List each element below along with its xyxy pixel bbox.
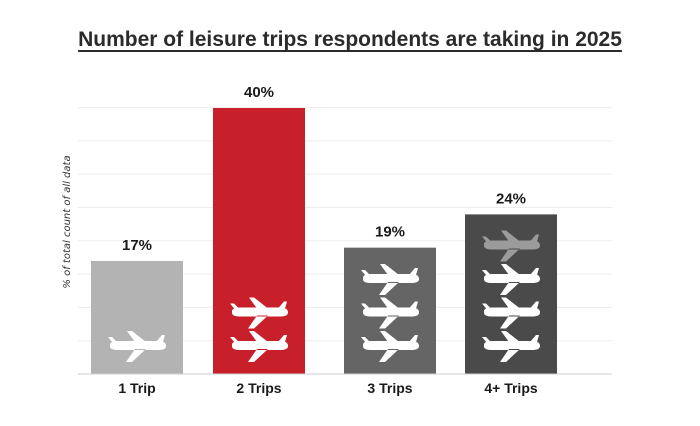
category-label: 2 Trips bbox=[236, 380, 281, 396]
data-label: 24% bbox=[496, 190, 526, 207]
airplane-icon bbox=[482, 230, 540, 262]
airplane-icon bbox=[482, 297, 540, 329]
category-label: 3 Trips bbox=[367, 380, 412, 396]
data-label: 17% bbox=[122, 237, 152, 254]
y-axis-label: % of total count of all data bbox=[62, 155, 73, 288]
bar-group: 19% 3 Trips bbox=[344, 224, 436, 396]
category-label: 1 Trip bbox=[118, 380, 155, 396]
airplane-icon bbox=[230, 297, 288, 329]
airplane-icon bbox=[361, 264, 419, 295]
data-label: 40% bbox=[244, 84, 274, 101]
airplane-icon bbox=[482, 264, 540, 295]
bar-group: 17% 1 Trip bbox=[91, 237, 183, 396]
category-label: 4+ Trips bbox=[484, 380, 538, 396]
airplane-icon bbox=[230, 331, 288, 362]
data-label: 19% bbox=[375, 224, 405, 241]
airplane-icon bbox=[482, 331, 540, 362]
bars: 17% 1 Trip 40% 2 Trips 19% 3 Trips 24% 4+ Trips bbox=[78, 84, 612, 396]
bar bbox=[213, 108, 305, 374]
airplane-icon bbox=[108, 331, 166, 362]
airplane-icon bbox=[361, 331, 419, 362]
chart-title: Number of leisure trips respondents are … bbox=[78, 28, 622, 51]
airplane-icon bbox=[361, 297, 419, 329]
bar-group: 24% 4+ Trips bbox=[465, 190, 557, 396]
bar-group: 40% 2 Trips bbox=[213, 84, 305, 396]
